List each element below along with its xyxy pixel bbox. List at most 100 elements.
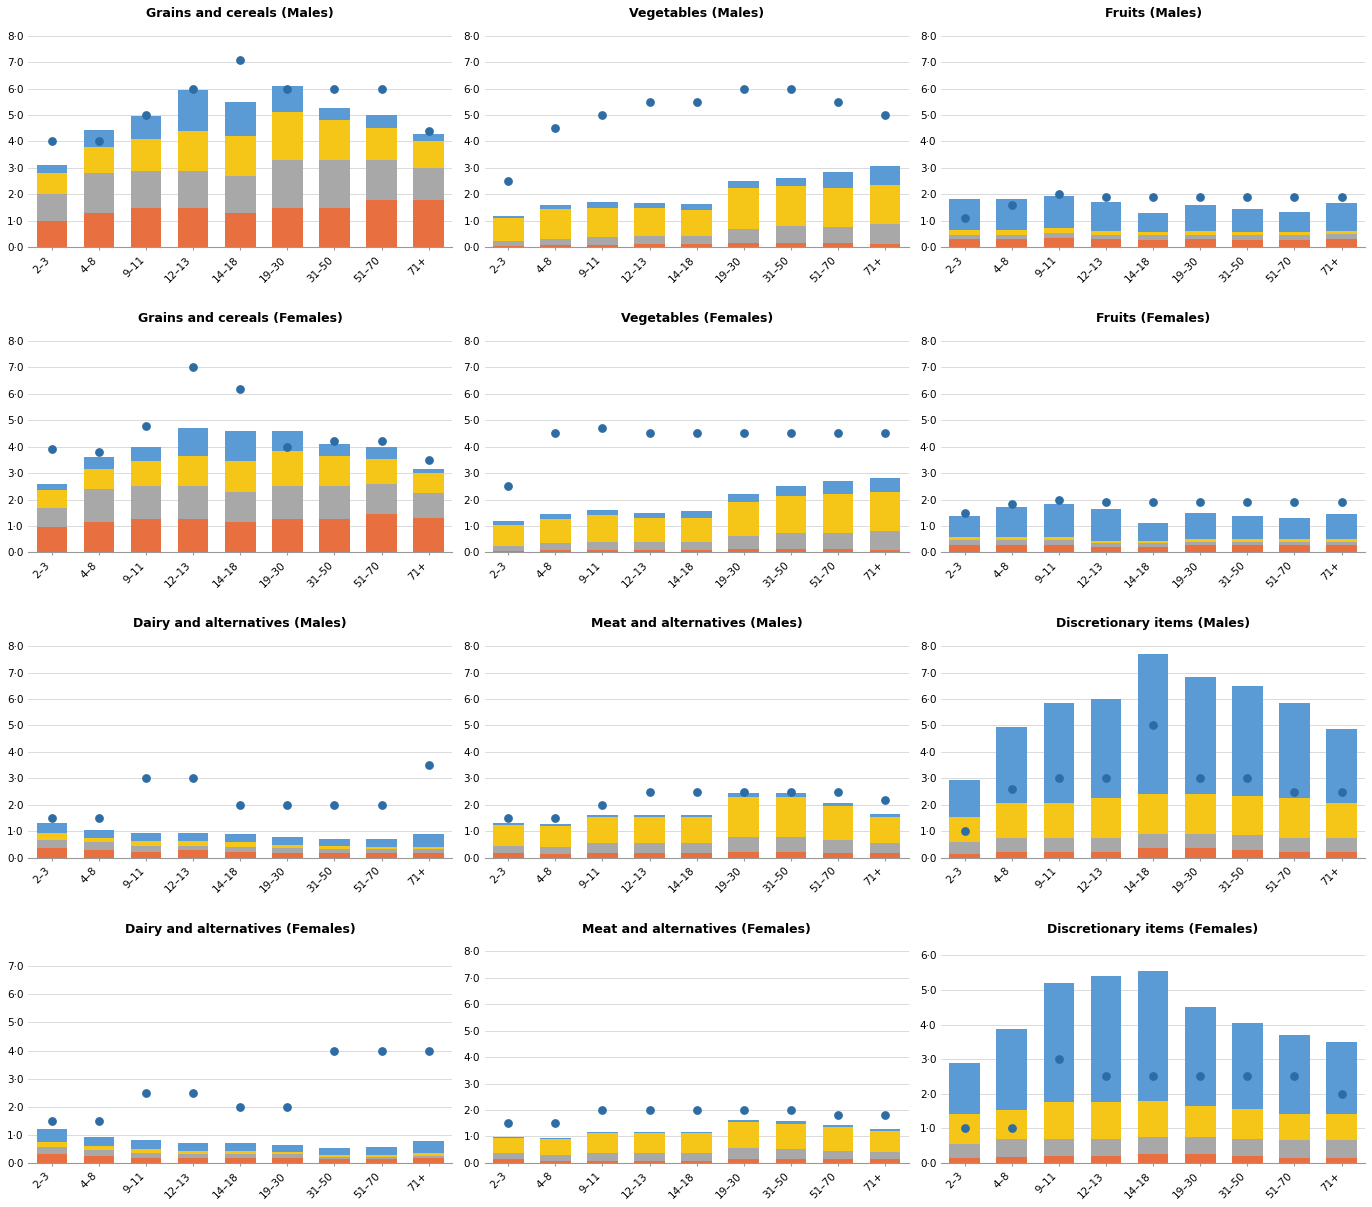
Bar xyxy=(1091,1138,1121,1156)
Bar xyxy=(1279,838,1310,852)
Bar xyxy=(1091,231,1121,234)
Bar xyxy=(1279,240,1310,247)
Point xyxy=(88,809,110,828)
Bar xyxy=(1185,513,1216,540)
Bar xyxy=(37,221,67,247)
Bar xyxy=(996,838,1028,852)
Bar xyxy=(682,815,712,817)
Bar xyxy=(84,1156,114,1162)
Bar xyxy=(1044,1102,1074,1138)
Point xyxy=(733,424,755,443)
Point xyxy=(1000,494,1022,513)
Point xyxy=(88,132,110,151)
Bar xyxy=(178,841,209,846)
Bar xyxy=(587,511,617,515)
Bar xyxy=(366,1158,397,1159)
Bar xyxy=(996,199,1028,229)
Bar xyxy=(587,245,617,247)
Bar xyxy=(1044,238,1074,247)
Bar xyxy=(775,496,807,533)
Bar xyxy=(225,461,255,491)
Point xyxy=(591,1101,613,1120)
Bar xyxy=(84,830,114,838)
Bar xyxy=(178,846,209,850)
Bar xyxy=(366,839,397,847)
Bar xyxy=(729,1123,759,1148)
Bar xyxy=(1091,1156,1121,1162)
Bar xyxy=(1327,804,1357,838)
Bar xyxy=(634,550,665,553)
Point xyxy=(1331,187,1353,206)
Bar xyxy=(1185,546,1216,553)
Bar xyxy=(823,494,853,533)
Point xyxy=(545,118,567,138)
Bar xyxy=(1185,1008,1216,1106)
Point xyxy=(1095,492,1117,512)
Point xyxy=(497,1114,519,1133)
Bar xyxy=(1137,1154,1169,1162)
Bar xyxy=(949,234,980,239)
Title: Meat and alternatives (Females): Meat and alternatives (Females) xyxy=(582,922,811,935)
Point xyxy=(686,424,708,443)
Bar xyxy=(320,121,350,161)
Bar xyxy=(729,793,759,798)
Bar xyxy=(84,838,114,842)
Bar xyxy=(1091,699,1121,798)
Bar xyxy=(130,846,162,852)
Point xyxy=(1283,492,1305,512)
Bar xyxy=(634,1132,665,1154)
Bar xyxy=(493,823,524,824)
Bar xyxy=(729,836,759,852)
Point xyxy=(497,809,519,828)
Bar xyxy=(949,517,980,537)
Bar xyxy=(775,179,807,186)
Point xyxy=(417,1040,439,1060)
Point xyxy=(686,782,708,801)
Bar xyxy=(130,1139,162,1149)
Bar xyxy=(870,817,900,842)
Bar xyxy=(541,543,571,550)
Bar xyxy=(1137,541,1169,543)
Bar xyxy=(366,161,397,199)
Bar xyxy=(493,246,524,247)
Bar xyxy=(178,456,209,486)
Point xyxy=(324,78,346,98)
Bar xyxy=(1091,239,1121,247)
Point xyxy=(1000,196,1022,215)
Bar xyxy=(272,519,303,553)
Bar xyxy=(178,1150,209,1154)
Bar xyxy=(1279,1114,1310,1141)
Bar xyxy=(178,1154,209,1158)
Point xyxy=(1000,1119,1022,1138)
Bar xyxy=(634,513,665,518)
Point xyxy=(545,1114,567,1133)
Bar xyxy=(870,814,900,817)
Bar xyxy=(493,853,524,858)
Bar xyxy=(823,549,853,553)
Point xyxy=(1283,187,1305,206)
Bar xyxy=(1091,547,1121,553)
Bar xyxy=(1137,543,1169,547)
Bar xyxy=(541,847,571,855)
Bar xyxy=(823,188,853,227)
Bar xyxy=(178,1158,209,1162)
Point xyxy=(370,1040,392,1060)
Bar xyxy=(1091,838,1121,852)
Bar xyxy=(1185,542,1216,546)
Bar xyxy=(1232,540,1262,542)
Bar xyxy=(1137,214,1169,232)
Bar xyxy=(413,850,445,853)
Bar xyxy=(37,484,67,490)
Point xyxy=(324,795,346,815)
Bar xyxy=(493,240,524,246)
Title: Grains and cereals (Males): Grains and cereals (Males) xyxy=(147,7,335,21)
Bar xyxy=(1185,677,1216,794)
Bar xyxy=(775,226,807,244)
Point xyxy=(874,105,896,124)
Bar xyxy=(1044,1156,1074,1162)
Bar xyxy=(729,798,759,836)
Bar xyxy=(225,1158,255,1162)
Bar xyxy=(729,228,759,244)
Point xyxy=(733,782,755,801)
Bar xyxy=(1279,798,1310,838)
